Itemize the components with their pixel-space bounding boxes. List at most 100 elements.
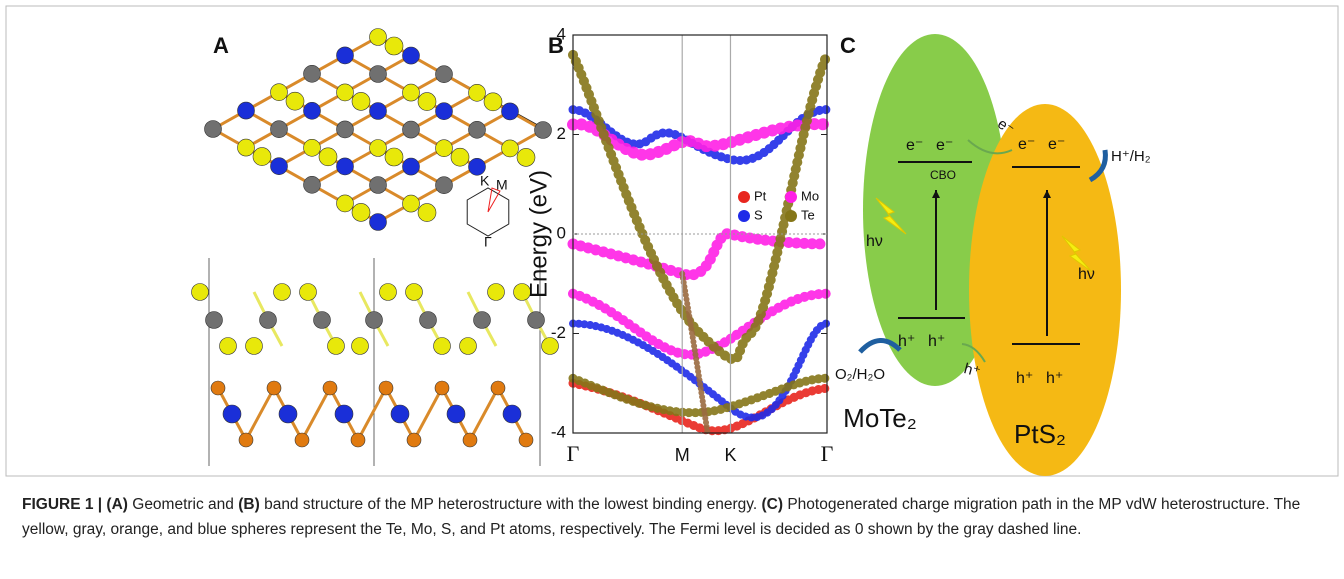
frame (6, 6, 1338, 476)
atom (436, 177, 453, 194)
atom (418, 204, 436, 222)
atom (206, 312, 223, 329)
bz-label: Γ (484, 234, 492, 250)
atom (370, 140, 387, 157)
atom (337, 158, 354, 175)
atom (337, 47, 354, 64)
caption-run: band structure of the MP heterostructure… (260, 496, 762, 513)
label: O₂/H₂O (835, 366, 885, 383)
bond (470, 388, 498, 440)
atom (403, 158, 420, 175)
legend-marker (738, 191, 750, 203)
label: MoTe₂ (843, 403, 917, 433)
bz-label: K (480, 173, 490, 189)
label: h⁺ (1016, 370, 1033, 387)
bond (302, 388, 330, 440)
atom (379, 381, 393, 395)
atom (519, 433, 533, 447)
bz-label: M (496, 177, 508, 193)
y-tick-label: -2 (551, 323, 566, 342)
legend-marker (785, 191, 797, 203)
atom (484, 93, 502, 111)
atom (474, 312, 491, 329)
atom (488, 284, 505, 301)
label: e⁻ (1018, 136, 1035, 153)
atom (267, 381, 281, 395)
atom (319, 148, 337, 166)
atom (535, 122, 552, 139)
atom (502, 103, 519, 120)
atom (436, 103, 453, 120)
atom (223, 405, 241, 423)
atom (391, 405, 409, 423)
atom (328, 338, 345, 355)
label: CBO (930, 168, 956, 182)
unit-cell (213, 37, 545, 222)
x-tick-label: K (724, 445, 736, 465)
label: e⁻ (1048, 136, 1065, 153)
atom (370, 103, 387, 120)
atom (253, 148, 271, 166)
atom (274, 284, 291, 301)
atom (314, 312, 331, 329)
atom (304, 102, 321, 119)
bond (414, 388, 442, 440)
atom (286, 92, 304, 110)
legend-label: Te (801, 207, 815, 222)
atom (279, 405, 297, 423)
x-tick-label: Γ (567, 441, 580, 466)
atom (385, 148, 403, 166)
band (573, 294, 827, 355)
atom (304, 139, 321, 156)
panel-label: A (213, 33, 229, 58)
atom (335, 405, 353, 423)
atom (370, 29, 387, 46)
atom (451, 148, 469, 166)
atom (491, 381, 505, 395)
atom (418, 93, 436, 111)
atom (469, 121, 486, 138)
caption-run: (C) (762, 496, 784, 513)
atom (304, 176, 321, 193)
atom (460, 338, 477, 355)
atom (370, 177, 387, 194)
atom (420, 312, 437, 329)
atom (260, 312, 277, 329)
bond (358, 388, 386, 440)
caption-run: FIGURE 1 | (A) (22, 496, 128, 513)
legend-marker (785, 210, 797, 222)
atom (337, 195, 354, 212)
label: H⁺/H₂ (1111, 148, 1151, 165)
x-tick-label: M (675, 445, 690, 465)
atom (352, 203, 370, 221)
atom (220, 338, 237, 355)
page: A B C KMΓ420-2-4Energy (eV)ΓMKΓPtMoSTee⁻… (0, 0, 1344, 579)
y-tick-label: 2 (557, 124, 566, 143)
atom (517, 148, 535, 166)
atom (295, 433, 309, 447)
atom (403, 121, 420, 138)
atom (352, 338, 369, 355)
x-tick-label: Γ (821, 441, 834, 466)
atom (469, 84, 486, 101)
atom (436, 140, 453, 157)
atom (238, 102, 255, 119)
caption-run: (B) (238, 496, 260, 513)
atom (205, 121, 222, 138)
atom (211, 381, 225, 395)
band (573, 234, 827, 275)
y-tick-label: -4 (551, 422, 566, 441)
atom (246, 338, 263, 355)
atom (435, 381, 449, 395)
atom (337, 84, 354, 101)
atom (447, 405, 465, 423)
label: hν (1078, 266, 1095, 283)
caption: FIGURE 1 | (A) Geometric and (B) band st… (22, 492, 1312, 542)
atom (304, 65, 321, 82)
y-tick-label: 4 (557, 24, 566, 43)
label: hν (866, 233, 883, 250)
legend-label: Mo (801, 188, 819, 203)
atom (385, 37, 403, 55)
legend-label: Pt (754, 188, 767, 203)
